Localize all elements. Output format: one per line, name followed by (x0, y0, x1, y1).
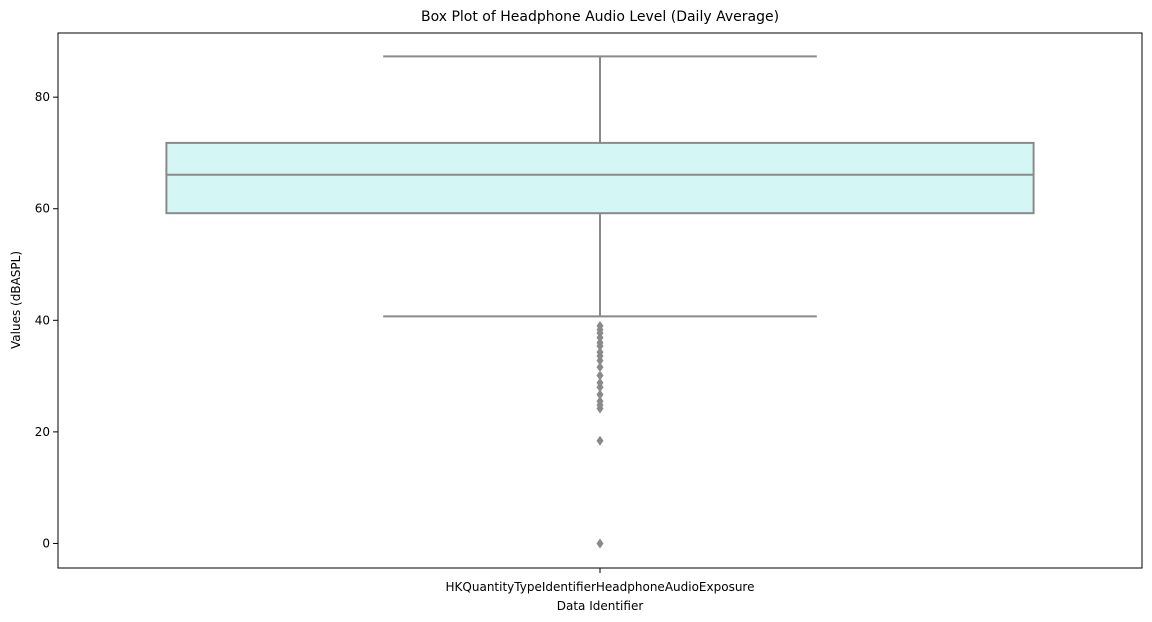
x-axis-ticks: HKQuantityTypeIdentifierHeadphoneAudioEx… (446, 568, 755, 594)
y-axis-ticks: 0 20 40 60 80 (35, 90, 58, 550)
x-axis-label: Data Identifier (557, 599, 644, 613)
chart-title: Box Plot of Headphone Audio Level (Daily… (421, 9, 779, 25)
y-axis-label: Values (dBASPL) (9, 251, 23, 349)
y-tick-label: 0 (42, 536, 50, 550)
outlier-point (596, 362, 604, 373)
outlier-point (596, 389, 604, 400)
x-tick-label: HKQuantityTypeIdentifierHeadphoneAudioEx… (446, 580, 755, 594)
outlier-point (596, 340, 604, 351)
outlier-point (596, 332, 604, 343)
box-plot-series (165, 55, 1035, 318)
y-tick-label: 20 (35, 425, 50, 439)
outlier-points (596, 320, 604, 549)
y-tick-label: 40 (35, 313, 50, 327)
outlier-point (596, 538, 604, 549)
outlier-point (596, 355, 604, 366)
outlier-point (596, 382, 604, 393)
outlier-point (596, 435, 604, 446)
outlier-point (596, 370, 604, 381)
y-tick-label: 60 (35, 202, 50, 216)
interquartile-box (165, 141, 1035, 215)
y-tick-label: 80 (35, 90, 50, 104)
outlier-point (596, 403, 604, 414)
